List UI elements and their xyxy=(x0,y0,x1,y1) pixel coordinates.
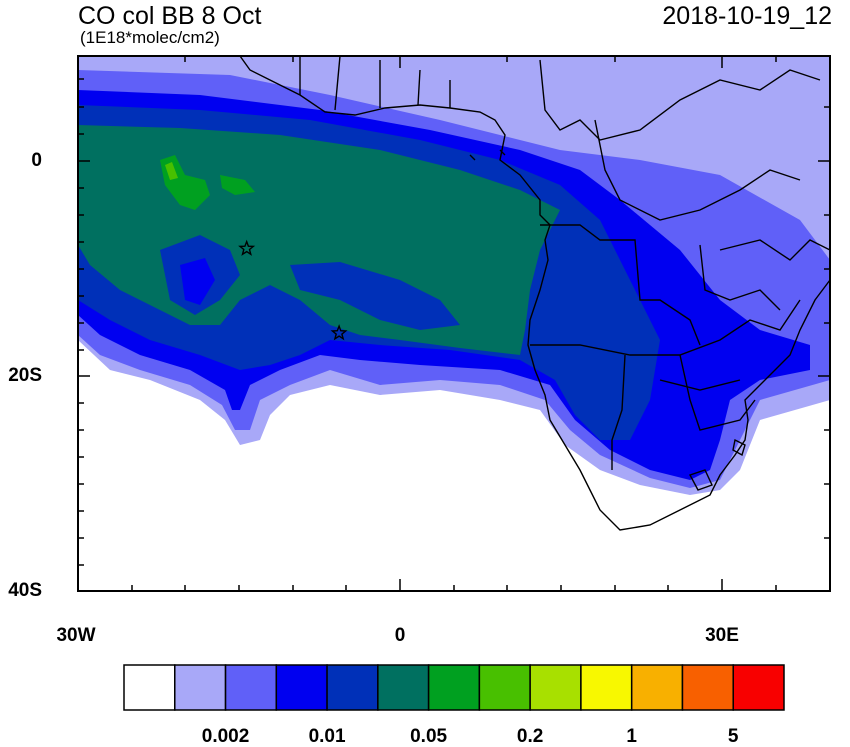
colorbar-box-13 xyxy=(732,664,785,711)
star-marker-2 xyxy=(330,324,348,341)
colorbar-box-12 xyxy=(681,664,734,711)
colorbar-box-4 xyxy=(275,664,328,711)
colorbar-box-1 xyxy=(123,664,176,711)
contour-pocket-south xyxy=(290,262,460,330)
colorbar-box-5 xyxy=(326,664,379,711)
co-field xyxy=(78,56,830,495)
colorbar-label-6: 5 xyxy=(727,726,739,747)
y-ticks xyxy=(78,78,830,592)
y-label-0: 0 xyxy=(31,150,42,171)
colorbar-label-2: 0.01 xyxy=(308,726,346,747)
map-title: CO col BB 8 Oct xyxy=(78,2,262,30)
colorbar-box-11 xyxy=(630,664,684,711)
colorbar-box-7 xyxy=(427,664,481,711)
marker-layer xyxy=(238,239,348,341)
units-label: (1E18*molec/cm2) xyxy=(80,28,220,47)
colorbar-box-9 xyxy=(529,664,582,711)
x-ticks xyxy=(77,56,777,591)
contour-pocket-west-inner xyxy=(180,258,215,305)
x-label-30w: 30W xyxy=(56,625,96,646)
colorbar-box-2 xyxy=(174,664,227,711)
colorbar xyxy=(123,664,785,711)
timestamp-label: 2018-10-19_12 xyxy=(662,2,832,30)
y-label-40s: 40S xyxy=(8,580,42,601)
colorbar-box-8 xyxy=(478,664,531,711)
y-label-20s: 20S xyxy=(8,365,42,386)
coastline xyxy=(239,56,830,531)
colorbar-box-3 xyxy=(224,664,278,711)
colorbar-label-1: 0.002 xyxy=(201,726,250,747)
colorbar-box-10 xyxy=(580,664,633,711)
contour-lightgreen xyxy=(165,162,178,180)
contour-green xyxy=(160,155,255,210)
colorbar-label-5: 1 xyxy=(626,726,637,747)
colorbar-label-3: 0.05 xyxy=(410,726,448,747)
colorbar-box-6 xyxy=(377,664,430,711)
x-label-0: 0 xyxy=(394,625,406,646)
colorbar-label-4: 0.2 xyxy=(516,726,544,747)
star-marker-1 xyxy=(238,239,256,256)
x-label-30e: 30E xyxy=(705,625,739,646)
